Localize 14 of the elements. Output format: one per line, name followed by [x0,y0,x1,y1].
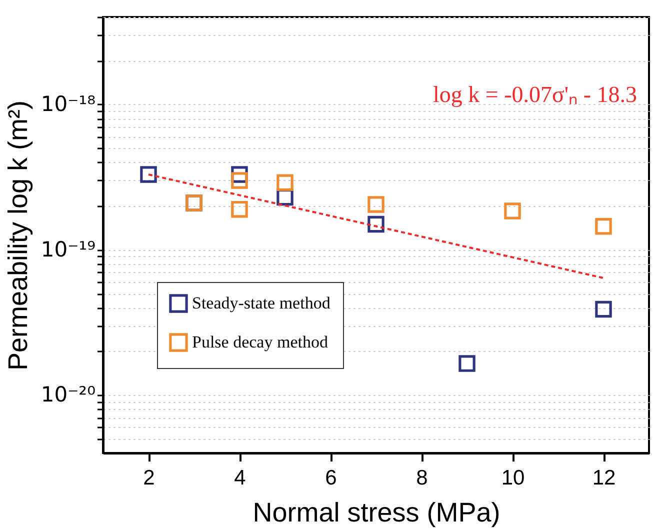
y-tick-label: 10⁻¹⁹ [40,237,96,262]
y-tick-label: 10⁻²⁰ [40,382,96,407]
y-tick-label: 10⁻¹⁸ [40,92,96,116]
legend-label: Pulse decay method [192,332,328,352]
legend-label: Steady-state method [192,294,331,312]
y-axis-title: Permeability log k (m²) [2,100,33,371]
x-axis-title: Normal stress (MPa) [252,498,500,528]
x-tick-label: 10 [501,466,525,490]
x-tick-label: 2 [143,466,155,490]
x-tick-label: 8 [416,466,428,490]
annotation: log k = -0.07σ'ₙ - 18.3 [433,82,637,107]
x-tick-label: 4 [234,466,246,490]
x-tick-label: 12 [592,466,616,490]
x-tick-label: 6 [325,466,337,490]
